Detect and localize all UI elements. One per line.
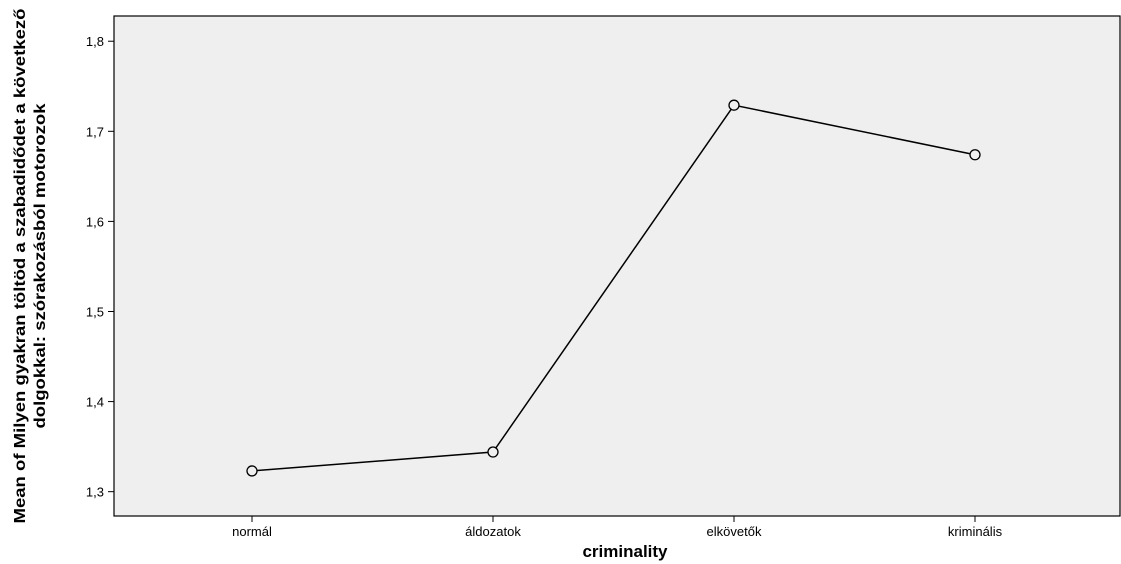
data-point — [487, 446, 499, 458]
y-axis: 1,3 1,4 1,5 1,6 1,7 1,8 — [86, 34, 114, 500]
data-point — [246, 465, 258, 477]
y-axis-title: Mean of Milyen gyakran töltöd a szabadid… — [12, 8, 49, 523]
y-axis-title-line-2: dolgokkal: szórakozásból motorozok — [32, 103, 49, 428]
x-axis: normál áldozatok elkövetők kriminális — [232, 516, 1003, 539]
x-axis-title: criminality — [582, 542, 668, 561]
y-tick-label: 1,6 — [86, 214, 104, 229]
x-tick-label: normál — [232, 524, 272, 539]
series-line — [251, 104, 976, 472]
data-point — [969, 149, 981, 161]
x-tick-label: kriminális — [948, 524, 1003, 539]
x-tick-label: elkövetők — [707, 524, 762, 539]
y-tick-label: 1,5 — [86, 304, 104, 319]
y-axis-title-line-1: Mean of Milyen gyakran töltöd a szabadid… — [12, 8, 29, 523]
series-group — [246, 99, 981, 477]
y-tick-label: 1,8 — [86, 34, 104, 49]
data-point — [728, 99, 740, 111]
y-tick-label: 1,4 — [86, 395, 104, 410]
y-tick-label: 1,7 — [86, 124, 104, 139]
y-tick-label: 1,3 — [86, 485, 104, 500]
plot-area — [113, 15, 1121, 517]
x-tick-label: áldozatok — [465, 524, 521, 539]
